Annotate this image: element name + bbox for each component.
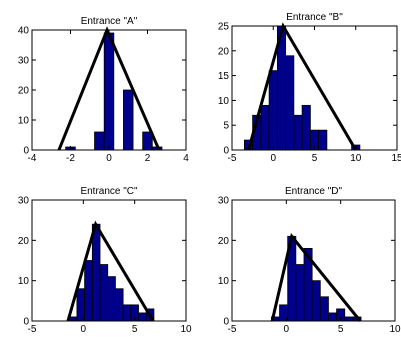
y-tick-label: 15 [218,71,230,82]
triangular-distribution-line [270,232,362,322]
panel-title: Entrance "D" [285,186,343,197]
y-tick-label: 0 [23,146,29,157]
y-tick-label: 40 [18,26,30,37]
y-tick-label: 10 [218,276,230,287]
y-tick-label: 10 [18,276,30,287]
y-tick-label: 25 [218,22,230,33]
y-tick-label: 10 [18,116,30,127]
histogram-bar [318,129,328,151]
histogram-bar [285,55,295,151]
histogram-bar [319,296,329,322]
x-tick-label: 10 [180,324,192,335]
histogram-bar [328,312,337,322]
axes-box [231,199,396,322]
histogram-bar [122,304,132,322]
x-tick-label: -5 [228,324,237,335]
histogram-bar [99,264,109,322]
histogram-bar [311,280,321,322]
x-tick-label: -5 [28,324,37,335]
y-tick-label: 20 [218,236,230,247]
x-tick-label: 0 [106,153,112,164]
y-tick-label: 0 [223,317,229,328]
histogram-bar [268,70,278,151]
y-tick-label: 20 [18,236,30,247]
x-tick-label: 4 [183,153,189,164]
histogram-bar [107,276,116,322]
x-tick-label: 5 [312,153,318,164]
x-tick-label: -5 [228,153,237,164]
panel-title: Entrance "B" [286,12,343,23]
y-tick-label: 30 [218,196,230,207]
histogram-bar [295,264,305,322]
y-tick-label: 20 [218,46,230,57]
triangular-distribution-line [66,220,155,322]
panel-title: Entrance "A" [81,16,138,27]
panel-title: Entrance "C" [80,186,138,197]
histogram-bar [344,316,354,322]
x-tick-label: -4 [28,153,37,164]
x-tick-label: 15 [391,153,401,164]
x-tick-label: 2 [145,153,151,164]
x-tick-label: 5 [132,324,138,335]
histogram-bar [260,104,270,151]
y-tick-label: 20 [18,86,30,97]
x-tick-label: 5 [338,324,344,335]
y-tick-label: 10 [218,96,230,107]
x-tick-label: 10 [350,153,362,164]
histogram-bar [115,288,124,322]
x-tick-label: 0 [81,324,87,335]
axes-box [31,199,187,322]
x-tick-label: -2 [66,153,75,164]
histogram-bar [301,104,311,151]
histogram-bar [123,89,134,151]
histogram-bar [76,288,86,322]
y-tick-label: 0 [23,317,29,328]
x-tick-label: 0 [284,324,290,335]
y-tick-label: 0 [223,146,229,157]
histogram-bar [103,32,115,151]
histogram-bar [84,260,93,322]
histogram-bar [94,131,105,151]
y-tick-label: 30 [18,56,30,67]
y-tick-label: 30 [18,196,30,207]
y-tick-label: 5 [223,121,229,132]
x-tick-label: 0 [270,153,276,164]
x-tick-label: 10 [389,324,401,335]
histogram-bar [138,312,147,322]
histogram-bar [293,114,303,151]
histogram-bar [91,223,101,322]
